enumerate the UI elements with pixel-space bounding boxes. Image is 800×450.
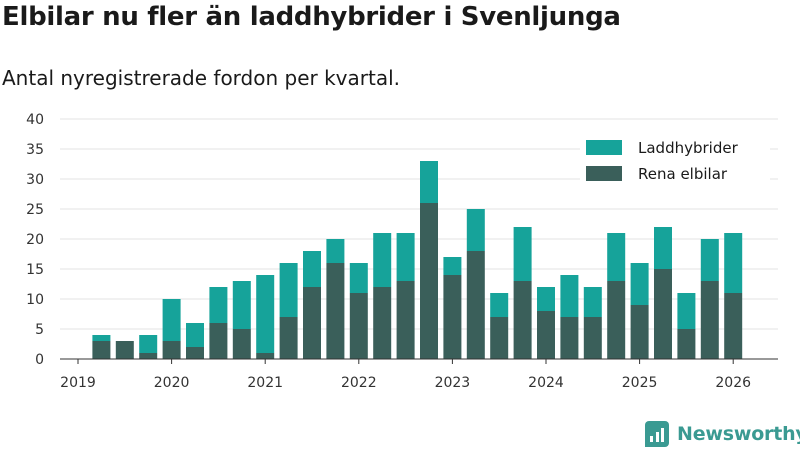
chart-subtitle: Antal nyregistrerade fordon per kvartal.	[2, 66, 401, 90]
y-tick-label: 35	[26, 142, 44, 158]
bar-rena-elbilar	[256, 353, 275, 359]
x-tick-label: 2021	[247, 375, 283, 391]
bar-rena-elbilar	[700, 281, 719, 359]
bar-laddhybrider	[279, 263, 298, 317]
legend-swatch	[586, 166, 622, 181]
bar-rena-elbilar	[139, 353, 158, 359]
bar-laddhybrider	[420, 161, 438, 203]
chart-title: Elbilar nu fler än laddhybrider i Svenlj…	[2, 2, 621, 32]
x-tick-label: 2025	[622, 375, 658, 391]
bar-laddhybrider	[583, 287, 602, 317]
x-tick-label: 2024	[528, 375, 564, 391]
bar-laddhybrider	[186, 323, 204, 347]
bar-rena-elbilar	[466, 251, 485, 359]
bar-rena-elbilar	[724, 293, 743, 359]
bar-laddhybrider	[232, 281, 251, 329]
bar-rena-elbilar	[490, 317, 509, 359]
bar-laddhybrider	[326, 239, 345, 263]
bar-laddhybrider	[349, 263, 368, 293]
y-tick-label: 40	[26, 112, 44, 128]
bar-rena-elbilar	[560, 317, 579, 359]
bar-laddhybrider	[490, 293, 509, 317]
bar-rena-elbilar	[654, 269, 672, 359]
bar-rena-elbilar	[349, 293, 368, 359]
bar-laddhybrider	[677, 293, 696, 329]
bar-rena-elbilar	[303, 287, 321, 359]
legend-label: Laddhybrider	[638, 139, 739, 157]
bar-laddhybrider	[209, 287, 228, 323]
bar-rena-elbilar	[583, 317, 602, 359]
bar-rena-elbilar	[209, 323, 228, 359]
brand-name: Newsworthy	[677, 423, 800, 445]
legend-swatch	[586, 140, 622, 155]
legend-label: Rena elbilar	[638, 165, 728, 183]
bar-rena-elbilar	[92, 341, 111, 359]
y-tick-label: 20	[26, 232, 44, 248]
x-axis-ticks: 2019 2020 2021 2022 2023 2024 2025 2026	[60, 359, 751, 391]
bar-laddhybrider	[630, 263, 649, 305]
x-tick-label: 2023	[435, 375, 471, 391]
bar-rena-elbilar	[232, 329, 251, 359]
bar-laddhybrider	[443, 257, 462, 275]
bar-rena-elbilar	[443, 275, 462, 359]
bar-rena-elbilar	[630, 305, 649, 359]
bar-laddhybrider	[303, 251, 321, 287]
bar-laddhybrider	[724, 233, 743, 293]
bar-laddhybrider	[537, 287, 555, 311]
bar-rena-elbilar	[373, 287, 392, 359]
bar-laddhybrider	[92, 335, 111, 341]
x-tick-label: 2026	[715, 375, 751, 391]
bar-rena-elbilar	[537, 311, 555, 359]
bar-chart-icon	[645, 421, 669, 447]
bar-rena-elbilar	[115, 341, 134, 359]
brand-logo: Newsworthy	[645, 420, 800, 448]
bar-rena-elbilar	[677, 329, 696, 359]
y-tick-label: 30	[26, 172, 44, 188]
x-tick-label: 2019	[60, 375, 96, 391]
bar-laddhybrider	[560, 275, 579, 317]
bar-rena-elbilar	[279, 317, 298, 359]
y-tick-label: 10	[26, 292, 44, 308]
y-tick-label: 15	[26, 262, 44, 278]
bar-laddhybrider	[700, 239, 719, 281]
y-axis-ticks: 0 5 10 15 20 25 30 35 40	[26, 112, 44, 368]
bar-laddhybrider	[373, 233, 392, 287]
x-tick-label: 2022	[341, 375, 377, 391]
bar-rena-elbilar	[420, 203, 438, 359]
y-tick-label: 5	[35, 322, 44, 338]
bar-rena-elbilar	[162, 341, 181, 359]
bar-rena-elbilar	[513, 281, 532, 359]
legend: Laddhybrider Rena elbilar	[580, 136, 770, 192]
bar-rena-elbilar	[607, 281, 626, 359]
bar-laddhybrider	[466, 209, 485, 251]
bar-rena-elbilar	[326, 263, 345, 359]
x-tick-label: 2020	[154, 375, 190, 391]
bar-laddhybrider	[607, 233, 626, 281]
bar-laddhybrider	[654, 227, 672, 269]
bar-laddhybrider	[396, 233, 415, 281]
y-tick-label: 0	[35, 352, 44, 368]
bar-rena-elbilar	[186, 347, 204, 359]
bar-laddhybrider	[256, 275, 275, 353]
bar-laddhybrider	[513, 227, 532, 281]
bar-laddhybrider	[162, 299, 181, 341]
bars	[92, 161, 743, 359]
bar-rena-elbilar	[396, 281, 415, 359]
y-tick-label: 25	[26, 202, 44, 218]
bar-laddhybrider	[139, 335, 158, 353]
